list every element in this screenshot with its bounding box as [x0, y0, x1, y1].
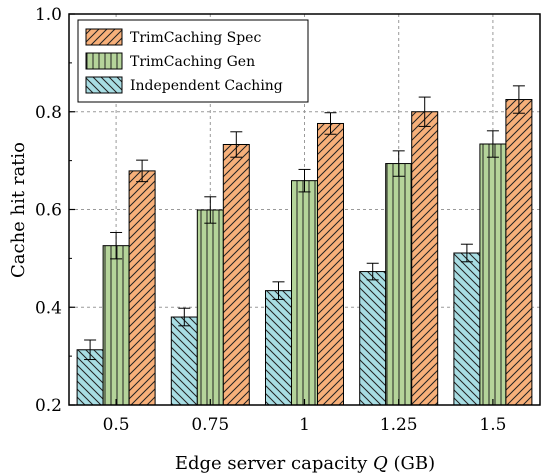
tick-labels: 0.2 0.4 0.6 0.8 1.0 0.5 0.75 1 1.25 1.5	[35, 5, 506, 435]
bar-trimcaching-spec	[317, 122, 344, 406]
x-tick-label: 1.5	[479, 415, 506, 435]
x-axis-title-prefix: Edge server capacity	[175, 453, 373, 474]
error-bars	[84, 85, 525, 361]
y-tick-label: 0.4	[35, 298, 62, 318]
bar-trimcaching-gen	[291, 180, 318, 406]
x-tick-label: 1.25	[380, 415, 418, 435]
x-tick-label: 0.75	[191, 415, 229, 435]
axis-ticks	[69, 13, 494, 406]
bar-trimcaching-spec	[411, 111, 439, 406]
bar-trimcaching-spec	[505, 99, 533, 406]
bar-trimcaching-spec	[128, 170, 156, 406]
x-axis-title: Edge server capacity Q (GB)	[175, 453, 435, 474]
y-tick-label: 1.0	[35, 5, 62, 25]
y-tick-label: 0.2	[35, 396, 62, 416]
legend-label: TrimCaching Gen	[130, 54, 255, 70]
bars	[76, 99, 533, 406]
bar-independent-caching	[453, 252, 481, 406]
bar-independent-caching	[265, 290, 292, 406]
bar-trimcaching-gen	[479, 143, 507, 406]
legend-swatch	[85, 76, 123, 94]
bar-trimcaching-gen	[196, 209, 224, 406]
x-axis-title-variable: Q	[373, 453, 388, 474]
y-tick-label: 0.8	[35, 103, 62, 123]
y-axis-title: Cache hit ratio	[8, 142, 29, 278]
legend-label: TrimCaching Spec	[130, 30, 261, 46]
bar-independent-caching	[170, 316, 198, 406]
x-tick-label: 0.5	[103, 415, 130, 435]
bar-trimcaching-spec	[222, 143, 250, 406]
y-tick-label: 0.6	[35, 201, 62, 221]
bar-trimcaching-gen	[385, 163, 413, 406]
bar-independent-caching	[359, 271, 387, 406]
x-tick-label: 1	[299, 415, 310, 435]
bar-trimcaching-gen	[102, 245, 130, 406]
legend-label: Independent Caching	[130, 78, 283, 94]
legend-swatch	[85, 28, 123, 46]
legend-swatch	[85, 52, 123, 70]
legend: TrimCaching Spec TrimCaching Gen Independe…	[77, 19, 309, 103]
x-axis-title-unit: (GB)	[388, 453, 435, 474]
